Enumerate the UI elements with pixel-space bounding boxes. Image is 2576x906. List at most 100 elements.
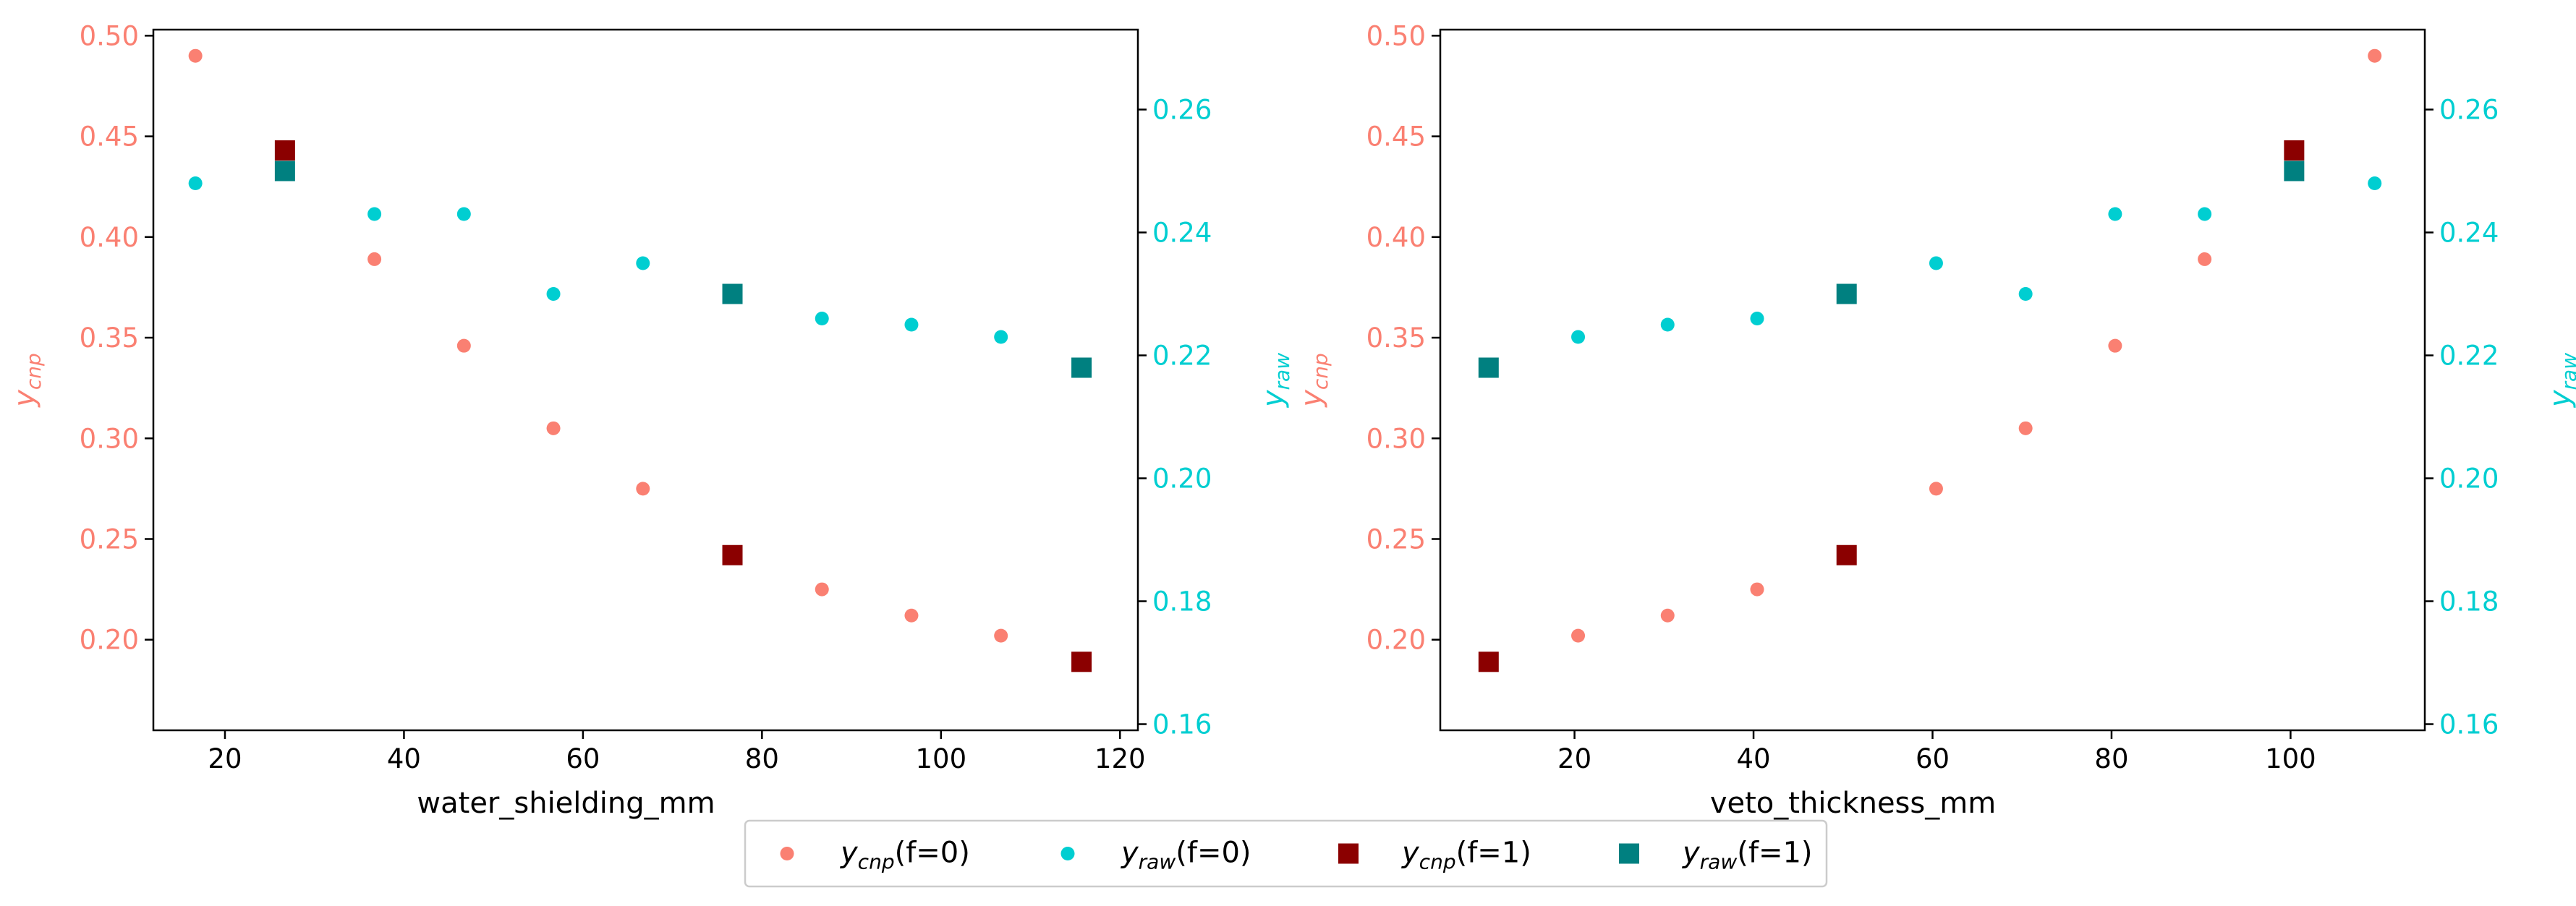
point-raw_f0 — [367, 207, 382, 221]
y-left-tick-label: 0.30 — [80, 423, 139, 454]
point-cnp_f0 — [2108, 338, 2122, 353]
y-left-axis-label-var: y — [1295, 389, 1328, 408]
point-raw_f0 — [2108, 207, 2122, 221]
y-right-tick-label: 0.24 — [1152, 218, 1212, 249]
point-raw_f0 — [1929, 256, 1943, 270]
y-right-tick-label: 0.18 — [1152, 586, 1212, 617]
legend-label-var: y — [840, 837, 859, 870]
point-cnp_f1 — [1836, 544, 1857, 565]
y-left-axis-label-sub: cnp — [22, 353, 46, 390]
point-raw_f0 — [1750, 312, 1764, 325]
y-right-axis-label-sub: raw — [1270, 353, 1294, 390]
legend-entry-raw_f0: yraw(f=0) — [1060, 837, 1251, 874]
y-left-tick-label: 0.40 — [80, 222, 139, 253]
y-right-tick-label: 0.26 — [2439, 95, 2499, 126]
y-left-tick-label: 0.35 — [80, 322, 139, 354]
point-raw_f0 — [636, 256, 650, 270]
x-tick-label: 60 — [566, 743, 600, 774]
y-right-tick-label: 0.22 — [2439, 341, 2499, 372]
x-tick-label: 100 — [2265, 743, 2316, 774]
legend-label: yraw(f=1) — [1682, 837, 1813, 874]
y-left-tick-label: 0.45 — [80, 121, 139, 153]
point-raw_f1 — [1071, 357, 1092, 378]
plot-frame — [1439, 28, 2426, 732]
legend-label-sub: raw — [1139, 850, 1176, 874]
point-cnp_f0 — [367, 252, 382, 266]
point-cnp_f0 — [546, 421, 561, 435]
y-right-tick-label: 0.22 — [1152, 341, 1212, 372]
point-raw_f1 — [2284, 161, 2305, 181]
legend-entry-raw_f1: yraw(f=1) — [1619, 837, 1813, 874]
point-raw_f0 — [188, 176, 203, 190]
point-cnp_f1 — [1478, 651, 1499, 672]
point-raw_f0 — [456, 207, 471, 221]
point-cnp_f0 — [636, 482, 650, 496]
x-tick-label: 80 — [2094, 743, 2128, 774]
point-raw_f0 — [2198, 207, 2212, 221]
point-raw_f0 — [994, 330, 1008, 344]
point-raw_f0 — [1571, 330, 1586, 344]
legend-label-tail: (f=1) — [1737, 837, 1812, 870]
y-left-axis-label: ycnp — [1295, 353, 1332, 408]
point-cnp_f0 — [188, 48, 203, 63]
y-right-axis-label-var: y — [1257, 389, 1290, 408]
legend-marker-square — [1619, 843, 1639, 864]
legend: ycnp(f=0) yraw(f=0) ycnp(f=1) yraw(f=1) — [744, 819, 1828, 888]
legend-label-sub: cnp — [1419, 850, 1456, 874]
legend-label: yraw(f=0) — [1121, 837, 1251, 874]
legend-label-tail: (f=1) — [1456, 837, 1531, 870]
y-right-axis-label: yraw — [1257, 353, 1294, 408]
y-right-tick-label: 0.18 — [2439, 586, 2499, 617]
svg-text:ycnp: ycnp — [8, 353, 46, 408]
legend-box — [744, 819, 1828, 888]
point-raw_f0 — [904, 317, 919, 332]
y-left-tick-label: 0.25 — [1366, 523, 1426, 555]
y-right-tick-label: 0.16 — [2439, 709, 2499, 740]
legend-marker-square — [1338, 843, 1359, 864]
y-right-tick-label: 0.20 — [2439, 463, 2499, 495]
point-cnp_f1 — [722, 544, 743, 565]
chart-panel-2: 20 40 60 80 100 0.20 0.25 0.30 0.35 0.40 0.45 0.50 0… — [1295, 20, 2576, 820]
y-left-tick-label: 0.50 — [1366, 20, 1426, 51]
point-cnp_f1 — [274, 140, 295, 161]
point-cnp_f0 — [1571, 628, 1586, 643]
legend-entry-cnp_f0: ycnp(f=0) — [780, 837, 970, 874]
y-left-tick-label: 0.50 — [80, 20, 139, 51]
legend-label-sub: raw — [1700, 850, 1738, 874]
x-axis-label: water_shielding_mm — [417, 787, 715, 820]
point-raw_f1 — [722, 283, 743, 304]
y-right-axis-label: yraw — [2543, 353, 2576, 408]
legend-label-tail: (f=0) — [895, 837, 970, 870]
x-tick-label: 20 — [1557, 743, 1591, 774]
y-left-axis-label-var: y — [8, 389, 41, 408]
point-cnp_f1 — [1071, 651, 1092, 672]
x-axis-label: veto_thickness_mm — [1710, 787, 1996, 820]
y-left-tick-label: 0.20 — [1366, 625, 1426, 656]
legend-label: ycnp(f=0) — [840, 837, 970, 874]
y-left-tick-label: 0.20 — [80, 625, 139, 656]
legend-label-var: y — [1121, 837, 1139, 870]
point-raw_f1 — [1836, 283, 1857, 304]
point-cnp_f1 — [2284, 140, 2305, 161]
chart-panel-1: 20 40 60 80 100 120 0.20 0.25 0.30 0.35 0.40 0.45 0.… — [8, 20, 1294, 820]
y-right-tick-label: 0.16 — [1152, 709, 1212, 740]
point-cnp_f0 — [815, 582, 829, 597]
y-right-tick-label: 0.24 — [2439, 218, 2499, 249]
legend-label-var: y — [1401, 837, 1420, 870]
point-cnp_f0 — [2368, 48, 2382, 63]
y-right-axis-label-var: y — [2543, 389, 2576, 408]
point-cnp_f0 — [2018, 421, 2033, 435]
svg-text:ycnp: ycnp — [1295, 353, 1332, 408]
y-left-axis-label: ycnp — [8, 353, 46, 408]
y-left-tick-label: 0.30 — [1366, 423, 1426, 454]
legend-label-sub: cnp — [858, 850, 895, 874]
x-tick-label: 40 — [1736, 743, 1770, 774]
x-tick-label: 120 — [1094, 743, 1146, 774]
point-raw_f1 — [1478, 357, 1499, 378]
y-right-axis-label-sub: raw — [2557, 353, 2576, 390]
point-raw_f0 — [1660, 317, 1675, 332]
point-raw_f0 — [2018, 287, 2033, 301]
point-cnp_f0 — [1929, 482, 1943, 496]
y-left-axis-label-sub: cnp — [1309, 353, 1332, 390]
point-cnp_f0 — [1750, 582, 1764, 597]
